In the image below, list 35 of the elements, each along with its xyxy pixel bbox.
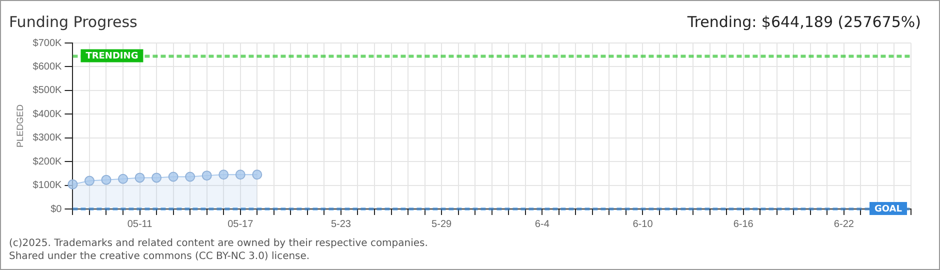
x-tick-label: 5-29 [432, 218, 452, 230]
point [168, 172, 178, 182]
point [152, 172, 162, 183]
y-tick-label: $600K [32, 61, 62, 72]
y-tick-label: $700K [32, 38, 62, 49]
x-tick-label: 5-23 [330, 218, 352, 230]
x-tick-label: 6-16 [733, 218, 754, 230]
point [235, 170, 246, 180]
point [118, 174, 128, 184]
x-tick-label: 6-22 [834, 218, 854, 230]
point [134, 172, 145, 183]
x-tick-label: 6-4 [534, 218, 550, 230]
ref-line-label: TRENDING [86, 52, 138, 62]
y-tick-label: $0 [50, 204, 62, 215]
y-tick-label: $500K [32, 85, 62, 96]
chart-subtitle: Trending: $644,189 (257675%) [687, 13, 921, 31]
x-tick-label: 6-10 [632, 218, 654, 230]
point [101, 174, 112, 185]
point [68, 179, 78, 190]
y-tick-label: $100K [32, 180, 62, 192]
y-axis-title: PLEDGED [14, 104, 25, 148]
x-tick-label: 05-17 [228, 218, 254, 230]
y-tick-label: $200K [32, 156, 62, 168]
point [252, 170, 262, 180]
point [218, 170, 229, 180]
ref-line-label: GOAL [874, 204, 902, 214]
text: Shared under the creative commons (CC BY-NC 3.0) license. [9, 250, 311, 263]
point [202, 170, 212, 181]
text: (c)2025. Trademarks and related content are owned by their respective companies. [9, 237, 428, 250]
y-tick-label: $300K [32, 132, 62, 144]
x-tick-label: 05-11 [127, 218, 153, 230]
chart-title: Funding Progress [9, 13, 138, 31]
point [84, 176, 94, 186]
y-tick-label: $400K [32, 108, 62, 120]
point [185, 172, 196, 182]
